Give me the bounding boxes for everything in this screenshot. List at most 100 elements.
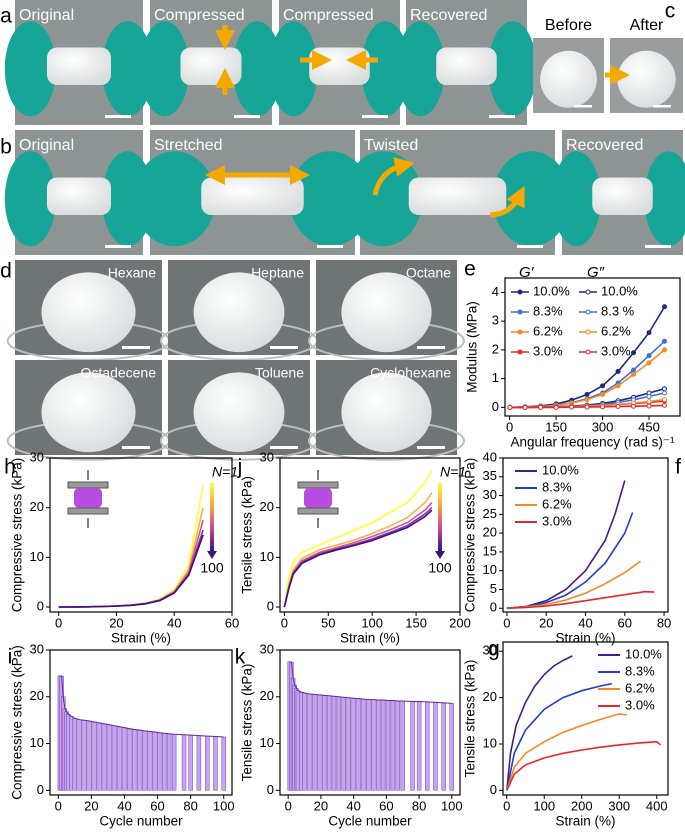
data-point <box>507 404 513 410</box>
scale-bar <box>122 446 150 449</box>
plot-frame <box>504 277 681 417</box>
bar <box>321 695 327 791</box>
data-point <box>631 350 637 356</box>
y-tick-label: 20 <box>30 499 44 514</box>
panel-letter: e <box>464 258 476 281</box>
legend-label: 6.2% <box>542 496 572 511</box>
photo: Compressed <box>140 0 282 125</box>
glove <box>361 21 410 117</box>
data-point <box>646 360 652 366</box>
panel-letter: a <box>0 5 12 28</box>
panel-letter: f <box>675 456 681 479</box>
data-line <box>283 502 433 608</box>
bar <box>122 727 127 791</box>
photo-label: Octadecene <box>81 365 157 381</box>
data-point <box>615 404 621 410</box>
y-axis-label: Modulus (MPa) <box>465 301 480 393</box>
scale-bar <box>105 115 131 118</box>
y-tick-label: 10 <box>260 735 274 750</box>
x-axis-label: Strain (%) <box>555 631 615 646</box>
legend-marker <box>517 309 523 315</box>
y-tick-label: 0 <box>490 782 497 797</box>
data-point <box>615 368 621 374</box>
photo-label: Before <box>545 17 592 34</box>
photo: Heptane <box>159 260 319 361</box>
bar <box>356 698 361 791</box>
photo-label: Recovered <box>566 137 643 154</box>
legend-label: 10.0% <box>533 283 570 298</box>
scale-bar <box>270 346 298 349</box>
x-tick-label: 0 <box>506 419 513 434</box>
data-point <box>631 367 637 373</box>
y-tick-label: 0 <box>37 598 44 613</box>
gel <box>592 177 653 215</box>
y-tick-label: 10 <box>483 735 497 750</box>
bar <box>449 703 455 791</box>
x-tick-label: 200 <box>449 615 471 630</box>
y-tick-label: 15 <box>483 543 497 558</box>
gel <box>436 47 497 85</box>
photo-label: Original <box>19 137 74 154</box>
photo: Compressed <box>269 0 410 125</box>
bar <box>302 692 307 791</box>
legend-label: 10.0% <box>625 646 662 661</box>
legend-marker <box>517 349 523 355</box>
data-point <box>538 404 544 410</box>
plot-frame <box>502 457 669 613</box>
bar <box>161 733 167 791</box>
photo: Twisted <box>344 130 571 255</box>
scale-bar <box>317 245 343 248</box>
plot-frame <box>49 649 233 796</box>
inset-schematic <box>67 470 109 528</box>
photo-label: After <box>630 17 664 34</box>
x-axis-label: Strain (%) <box>555 814 615 829</box>
photo-label: Recovered <box>410 7 487 24</box>
colorbar-label: N=1 <box>212 464 238 480</box>
y-tick-label: 0 <box>267 782 274 797</box>
x-tick-label: 0 <box>503 615 510 630</box>
y-axis-label: Compressive stress (kPa) <box>10 645 25 800</box>
scale-bar <box>270 446 298 449</box>
bar <box>142 730 147 791</box>
glove <box>232 21 282 117</box>
bar <box>341 697 347 791</box>
x-tick-label: 0 <box>55 798 62 813</box>
photo-label: Octane <box>406 265 451 281</box>
x-axis-label: Cycle number <box>99 814 183 829</box>
data-point <box>662 304 668 310</box>
legend-marker <box>517 329 523 335</box>
inset-gel <box>304 488 332 508</box>
gel <box>193 372 285 453</box>
legend-title: G″ <box>587 264 605 281</box>
x-axis-label: Strain (%) <box>111 631 171 646</box>
scale-bar <box>517 245 543 248</box>
bar <box>181 734 187 791</box>
legend-label: 6.2% <box>601 323 631 338</box>
y-tick-label: 10 <box>260 549 274 564</box>
panel-letter: k <box>235 646 246 669</box>
y-tick-label: 20 <box>483 689 497 704</box>
legend-label: 3.0% <box>625 697 655 712</box>
y-tick-label: 25 <box>483 506 497 521</box>
plot-frame <box>279 649 461 796</box>
photo: Recovered <box>396 0 537 125</box>
bar <box>317 694 322 791</box>
plot-frame <box>49 457 233 613</box>
x-tick-label: 60 <box>225 615 239 630</box>
y-axis-label: Compressive stress (kPa) <box>10 458 25 613</box>
panel-letter: i <box>8 646 13 669</box>
legend-label: 10.0% <box>601 283 638 298</box>
panel-letter: b <box>0 136 12 159</box>
colorbar <box>210 483 214 551</box>
legend-marker <box>585 289 591 295</box>
bar <box>371 699 376 791</box>
y-tick-label: 2 <box>492 341 499 356</box>
bar <box>188 734 193 791</box>
x-tick-label: 150 <box>405 615 427 630</box>
bar <box>400 700 405 791</box>
legend-label: 8.3% <box>542 479 572 494</box>
scale-bar <box>574 105 592 108</box>
data-point <box>646 403 652 409</box>
bar <box>117 726 122 791</box>
